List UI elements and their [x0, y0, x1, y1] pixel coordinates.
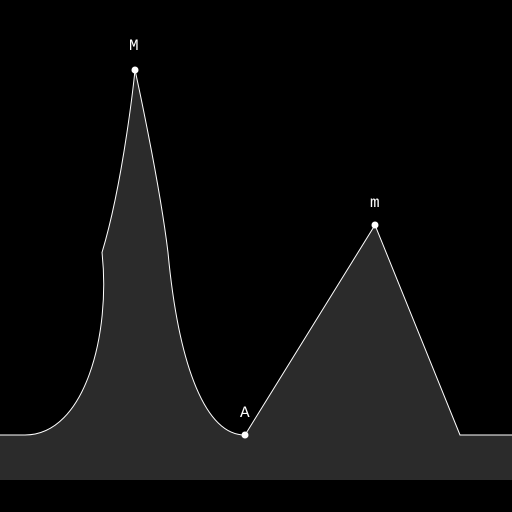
- terrain-fill: [0, 70, 512, 480]
- point-A-marker: [242, 432, 249, 439]
- peak-M-label: M: [129, 37, 139, 55]
- point-A-label: A: [240, 404, 250, 422]
- peak-M-marker: [132, 67, 139, 74]
- diagram-canvas: M A m: [0, 0, 512, 512]
- peak-m-marker: [372, 222, 379, 229]
- peak-m-label: m: [370, 194, 380, 212]
